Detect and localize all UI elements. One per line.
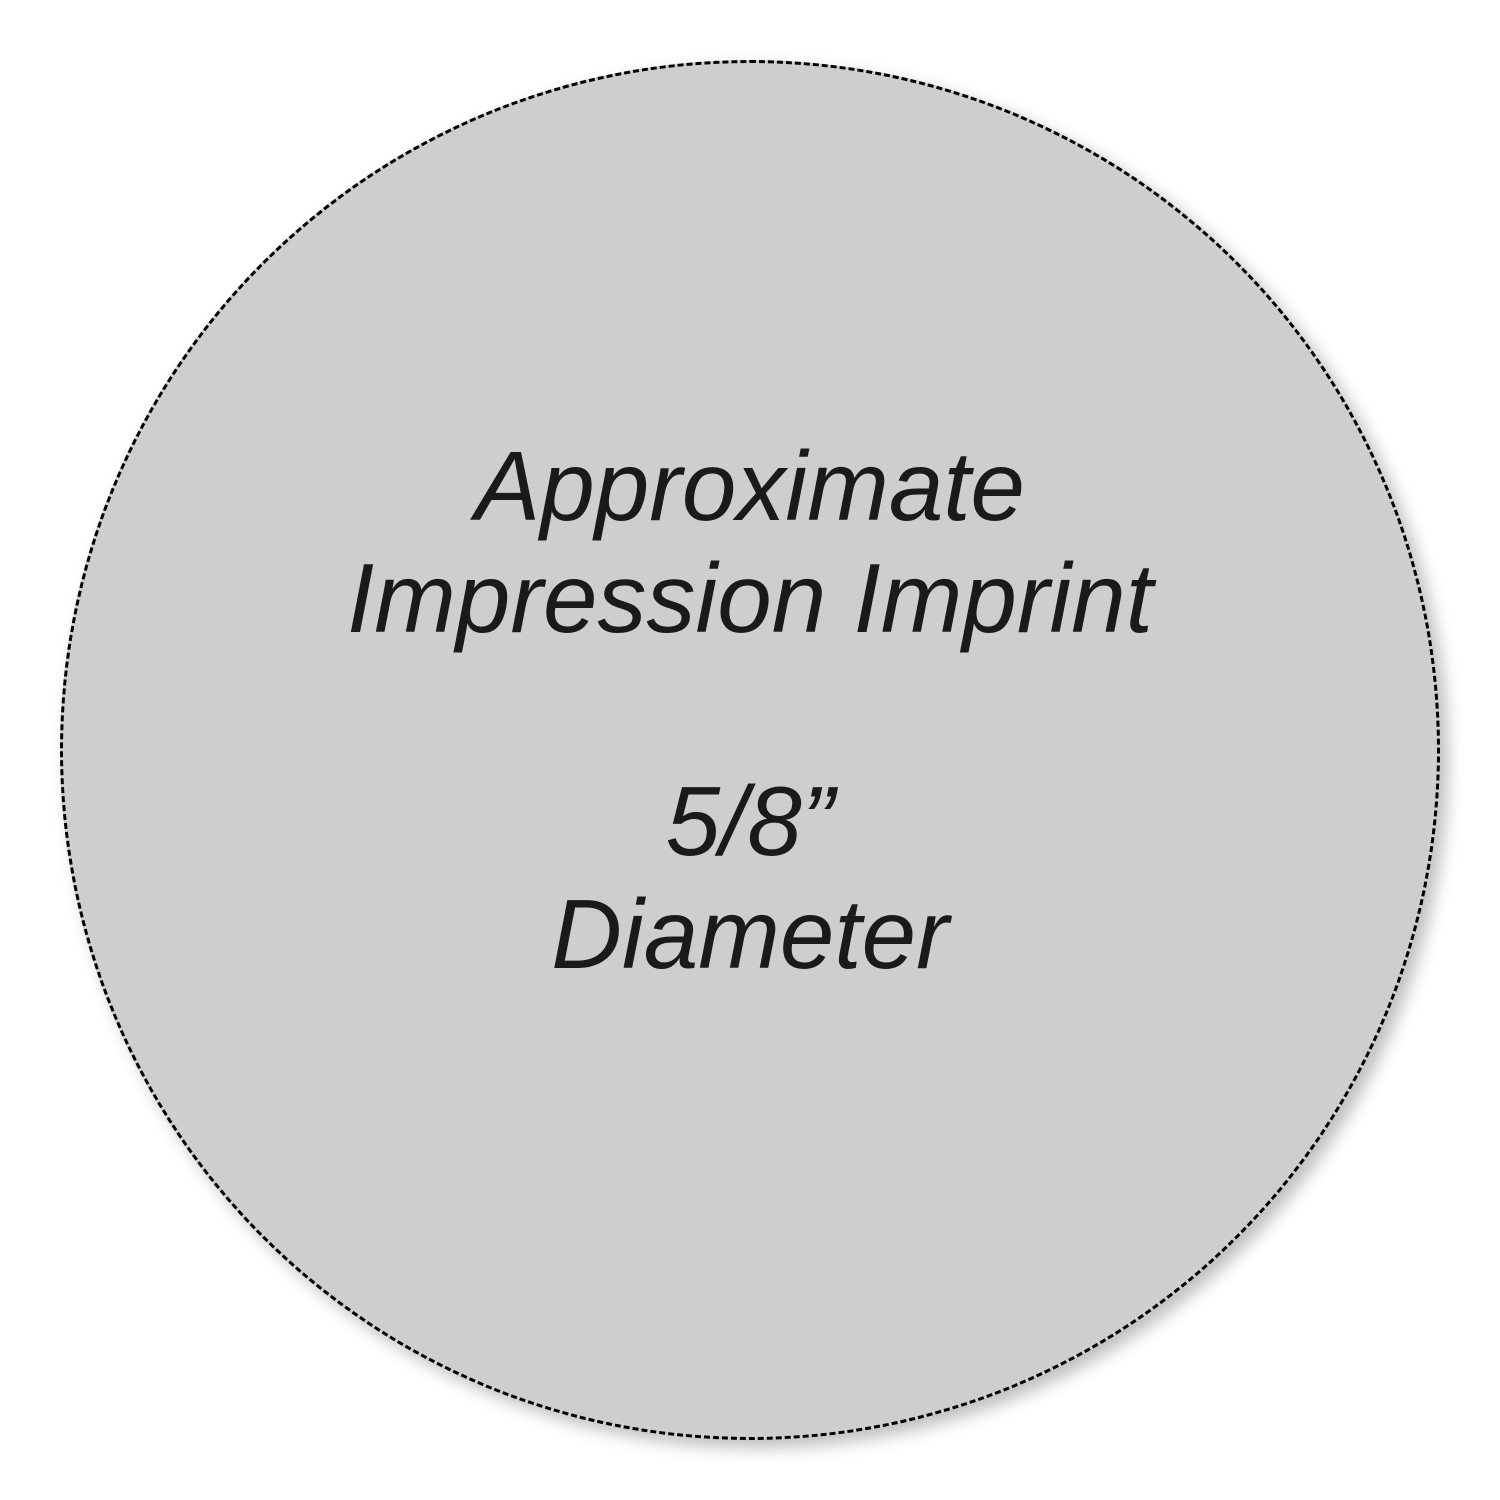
imprint-title-line1: Approximate [347,430,1153,543]
imprint-size-value: 5/8” [551,765,949,878]
imprint-title: Approximate Impression Imprint [347,430,1153,655]
imprint-title-line2: Impression Imprint [347,542,1153,655]
imprint-size-label: Diameter [551,878,949,991]
imprint-container: Approximate Impression Imprint 5/8” Diam… [60,60,1440,1440]
imprint-circle: Approximate Impression Imprint 5/8” Diam… [60,60,1440,1440]
imprint-size: 5/8” Diameter [551,765,949,990]
